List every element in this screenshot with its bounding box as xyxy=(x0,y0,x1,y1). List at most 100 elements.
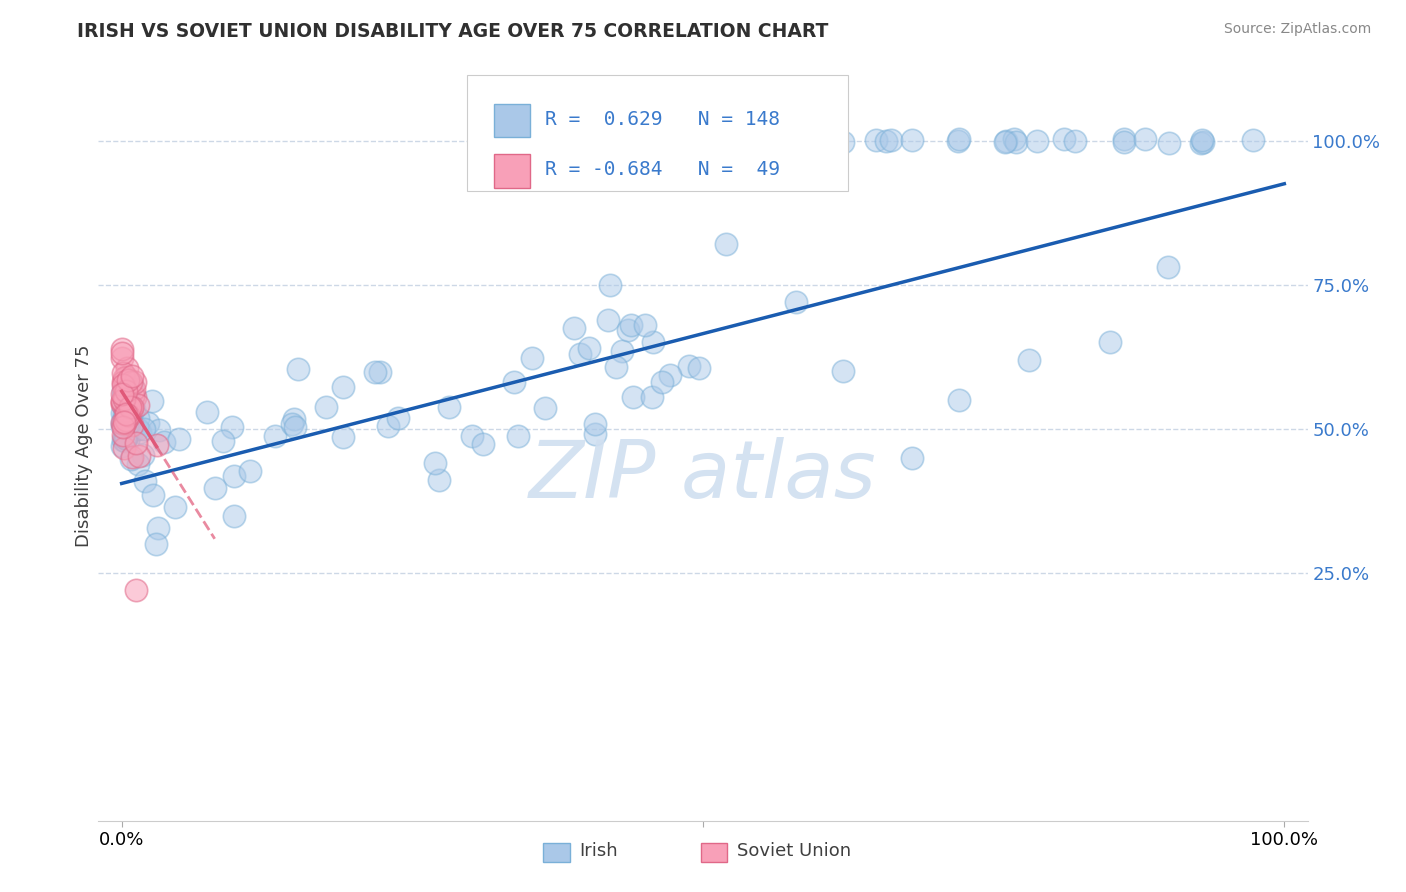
Point xyxy=(120,403,142,417)
Point xyxy=(195,405,218,419)
Point xyxy=(437,400,460,414)
Bar xyxy=(494,103,530,137)
Point xyxy=(620,318,643,333)
Point xyxy=(112,371,135,385)
Point xyxy=(120,375,142,389)
Point xyxy=(115,430,138,444)
Point xyxy=(368,365,391,379)
Point xyxy=(239,464,262,478)
Bar xyxy=(543,843,569,862)
Point xyxy=(423,456,446,470)
Bar xyxy=(494,154,530,188)
Point xyxy=(212,434,235,448)
Point xyxy=(127,411,149,425)
Point xyxy=(1159,136,1181,150)
Point xyxy=(146,521,169,535)
Point xyxy=(111,416,134,430)
Point xyxy=(111,395,134,409)
Point xyxy=(112,433,135,447)
Point xyxy=(994,134,1017,148)
Text: IRISH VS SOVIET UNION DISABILITY AGE OVER 75 CORRELATION CHART: IRISH VS SOVIET UNION DISABILITY AGE OVE… xyxy=(77,22,828,41)
Point xyxy=(1064,134,1087,148)
Point xyxy=(651,375,673,389)
Point xyxy=(1157,260,1180,275)
Point xyxy=(111,420,134,434)
Point xyxy=(1112,132,1135,146)
Point xyxy=(623,390,645,404)
Point xyxy=(131,448,153,462)
Point xyxy=(112,415,135,429)
Point xyxy=(121,417,143,432)
Point xyxy=(117,433,139,447)
Point xyxy=(115,429,138,443)
Point xyxy=(1241,133,1264,147)
Point xyxy=(387,410,409,425)
Point xyxy=(1053,132,1076,146)
Point xyxy=(115,400,138,414)
Point xyxy=(747,134,769,148)
Text: Soviet Union: Soviet Union xyxy=(737,842,851,860)
Point xyxy=(118,417,141,431)
Point xyxy=(122,423,145,437)
Point xyxy=(315,401,337,415)
Point xyxy=(121,419,143,434)
Point xyxy=(111,378,134,392)
Point xyxy=(948,134,970,148)
Point xyxy=(762,134,785,148)
Point xyxy=(503,375,526,389)
Point xyxy=(111,346,134,360)
Point xyxy=(115,400,138,414)
Point xyxy=(222,509,245,524)
Point xyxy=(1189,136,1212,150)
Point xyxy=(111,384,134,398)
Point xyxy=(785,294,807,309)
Point xyxy=(1002,132,1025,146)
Point xyxy=(831,364,853,378)
Point xyxy=(429,473,451,487)
Point xyxy=(901,133,924,147)
Point xyxy=(114,409,136,423)
Point xyxy=(114,384,136,399)
Point xyxy=(112,430,135,444)
Point xyxy=(145,537,167,551)
Point xyxy=(115,403,138,417)
Point xyxy=(118,409,141,423)
Point xyxy=(118,396,141,410)
Point xyxy=(122,382,145,396)
Point xyxy=(583,426,606,441)
Point xyxy=(578,341,600,355)
Point xyxy=(117,409,139,423)
Point xyxy=(136,416,159,430)
Point xyxy=(111,419,134,434)
Point xyxy=(599,277,621,292)
Text: R =  0.629   N = 148: R = 0.629 N = 148 xyxy=(544,110,779,128)
Text: R = -0.684   N =  49: R = -0.684 N = 49 xyxy=(544,160,779,179)
Point xyxy=(204,481,226,495)
Point xyxy=(114,377,136,392)
Point xyxy=(114,431,136,445)
Point xyxy=(124,390,146,404)
Point xyxy=(115,412,138,426)
Point xyxy=(281,417,304,431)
Point xyxy=(115,408,138,422)
Point xyxy=(114,369,136,384)
Point xyxy=(114,381,136,395)
Point xyxy=(569,347,592,361)
Point xyxy=(364,365,387,379)
Point xyxy=(948,392,970,407)
Point xyxy=(118,416,141,430)
Point xyxy=(112,390,135,404)
Point xyxy=(283,412,305,426)
Point xyxy=(641,390,664,404)
Point xyxy=(1133,132,1156,146)
Point xyxy=(634,318,657,332)
Text: ZIP atlas: ZIP atlas xyxy=(529,437,877,515)
Point xyxy=(1191,133,1213,147)
Point xyxy=(120,409,142,423)
Point xyxy=(120,406,142,420)
Point xyxy=(121,368,143,383)
Y-axis label: Disability Age Over 75: Disability Age Over 75 xyxy=(75,344,93,548)
Point xyxy=(865,133,887,147)
Point xyxy=(121,378,143,392)
Point xyxy=(471,437,494,451)
